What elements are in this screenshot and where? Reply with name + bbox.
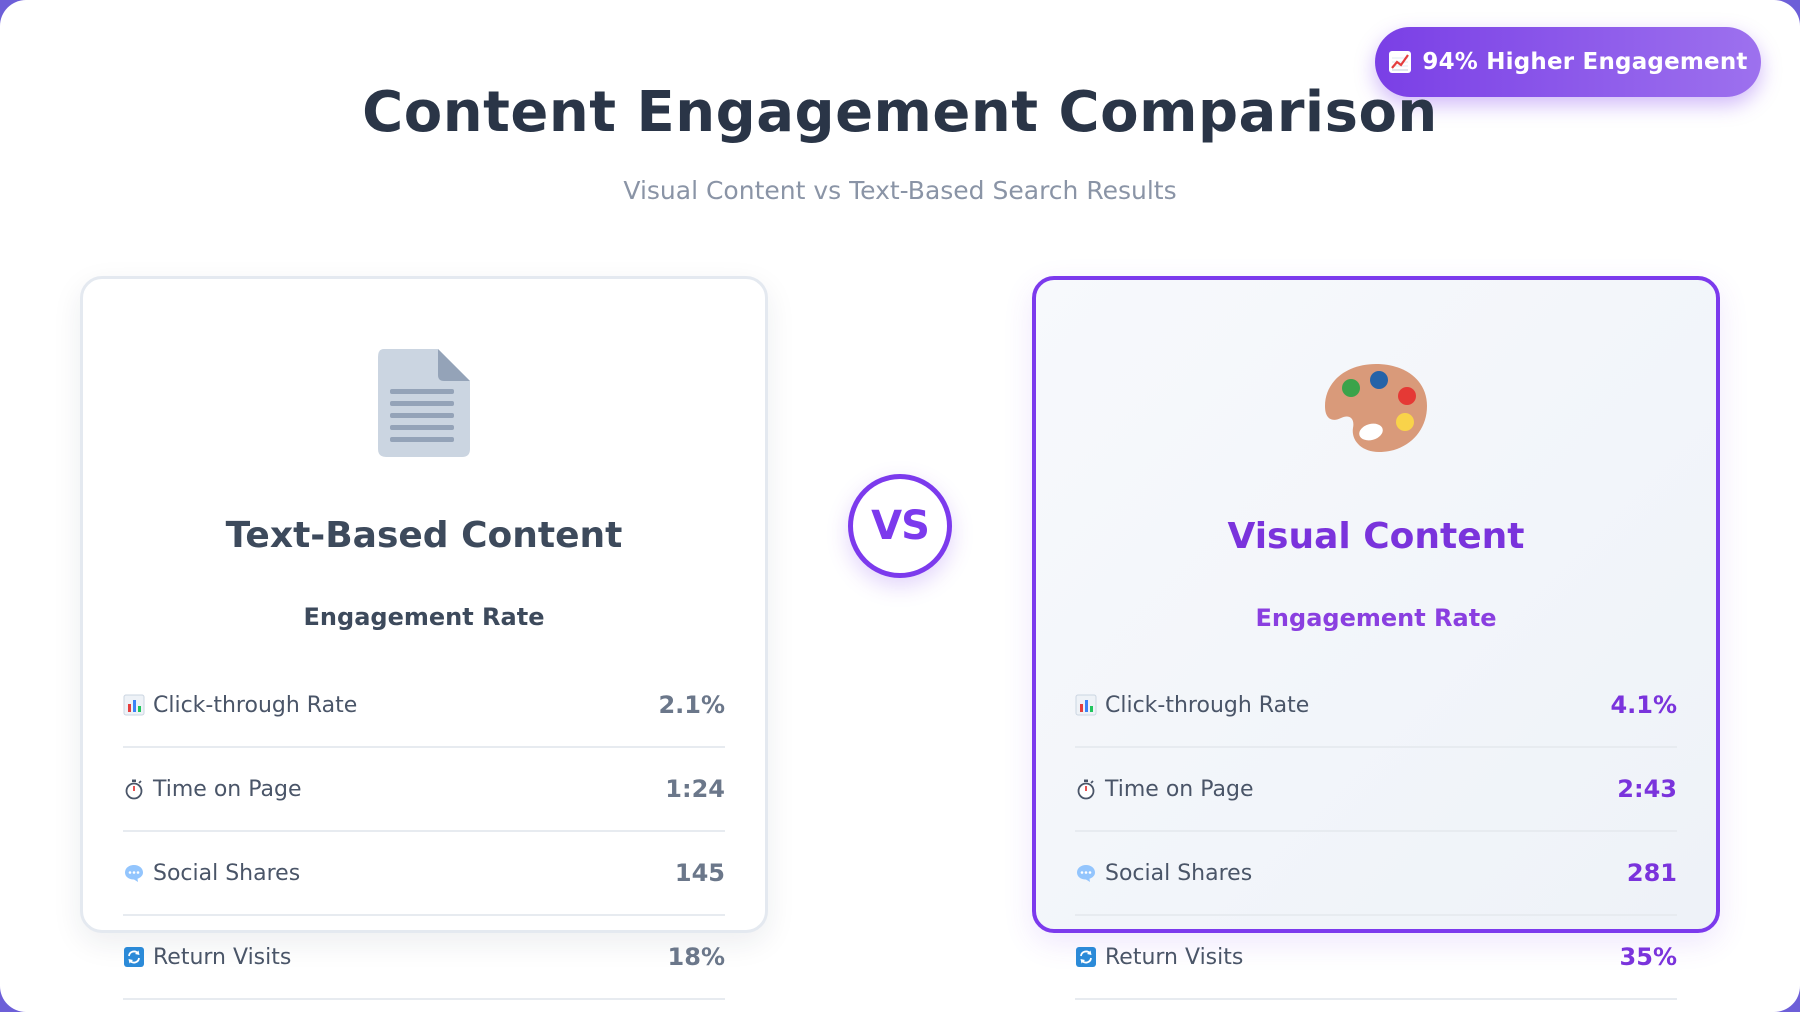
metric-label: Social Shares — [1105, 860, 1253, 886]
metric-value: 4.1% — [1610, 691, 1677, 719]
vs-circle: VS — [848, 474, 952, 578]
speech-bubble-icon — [125, 865, 143, 882]
document-icon — [378, 349, 470, 457]
stopwatch-icon — [1077, 779, 1095, 800]
metric-value: 145 — [674, 859, 725, 887]
metric-value: 2.1% — [658, 691, 725, 719]
palette-icon — [1325, 364, 1427, 452]
text-metrics-list: Click-through Rate 2.1% Time on Page 1:2… — [123, 664, 725, 1000]
list-item: Time on Page 2:43 — [1075, 748, 1677, 832]
metric-label: Return Visits — [1105, 944, 1244, 970]
metric-value: 35% — [1619, 943, 1677, 971]
stopwatch-icon — [125, 779, 143, 800]
list-item: Social Shares 145 — [123, 832, 725, 916]
metric-label: Time on Page — [153, 776, 302, 802]
page-title: Content Engagement Comparison — [362, 80, 1438, 145]
list-item: Social Shares 281 — [1075, 832, 1677, 916]
visual-card-title: Visual Content — [1227, 516, 1525, 557]
metric-value: 1:24 — [665, 775, 725, 803]
list-item: Time on Page 1:24 — [123, 748, 725, 832]
vs-label: VS — [871, 503, 930, 549]
visual-card-subtitle: Engagement Rate — [1255, 604, 1497, 632]
text-card-subtitle: Engagement Rate — [303, 603, 545, 631]
metric-label: Click-through Rate — [1105, 692, 1310, 718]
text-content-card: Text-Based Content Engagement Rate — [80, 276, 768, 933]
chart-increasing-icon — [1389, 51, 1412, 73]
engagement-badge: 94% Higher Engagement — [1375, 27, 1761, 97]
speech-bubble-icon — [1077, 865, 1095, 882]
list-item: Click-through Rate 2.1% — [123, 664, 725, 748]
metric-label: Return Visits — [153, 944, 292, 970]
page-subtitle: Visual Content vs Text-Based Search Resu… — [623, 176, 1177, 205]
refresh-icon — [124, 947, 144, 967]
list-item: Return Visits 35% — [1075, 916, 1677, 1000]
metric-label: Social Shares — [153, 860, 301, 886]
list-item: Click-through Rate 4.1% — [1075, 664, 1677, 748]
list-item: Return Visits 18% — [123, 916, 725, 1000]
text-card-title: Text-Based Content — [225, 515, 623, 556]
visual-metrics-list: Click-through Rate 4.1% Time on Page 2:4… — [1075, 664, 1677, 1000]
metric-value: 2:43 — [1617, 775, 1677, 803]
metric-value: 18% — [667, 943, 725, 971]
badge-label: 94% Higher Engagement — [1422, 49, 1748, 75]
bar-chart-icon — [123, 694, 145, 716]
metric-label: Click-through Rate — [153, 692, 358, 718]
bar-chart-icon — [1075, 694, 1097, 716]
refresh-icon — [1076, 947, 1096, 967]
visual-content-card: Visual Content Engagement Rate — [1032, 276, 1720, 933]
metric-value: 281 — [1626, 859, 1677, 887]
metric-label: Time on Page — [1105, 776, 1254, 802]
